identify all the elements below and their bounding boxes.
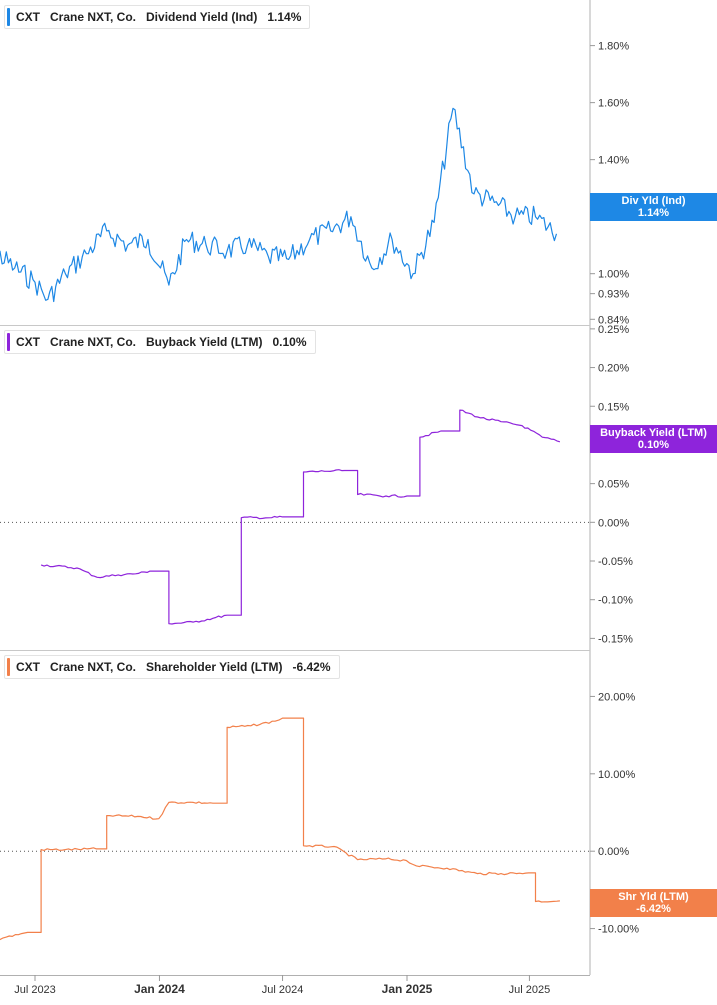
y-tick-label: 0.15%: [598, 401, 629, 413]
series-color-bar: [7, 8, 10, 26]
legend-company: Crane NXT, Co.: [50, 335, 137, 349]
y-tick-label: 20.00%: [598, 691, 636, 703]
x-tick-label: Jan 2025: [382, 982, 433, 996]
y-tick-label: -0.05%: [598, 556, 633, 568]
y-tick-label: 0.84%: [598, 314, 629, 326]
y-tick-label: -0.15%: [598, 633, 633, 645]
legend-value: 0.10%: [272, 335, 307, 349]
y-tick-label: 1.60%: [598, 98, 629, 110]
legend-symbol: CXT: [16, 660, 40, 674]
y-tick-label: 1.80%: [598, 41, 629, 53]
legend-metric: Shareholder Yield (LTM): [146, 660, 283, 674]
legend-metric: Dividend Yield (Ind): [146, 10, 258, 24]
last-value-tag-buyback: Buyback Yield (LTM) 0.10%: [590, 425, 717, 453]
tag-value: -6.42%: [636, 903, 671, 915]
tag-value: 0.10%: [637, 439, 670, 451]
tag-label: Shr Yld (LTM): [618, 891, 689, 903]
series-color-bar: [7, 658, 10, 676]
tag-label: Buyback Yield (LTM): [600, 427, 707, 439]
x-tick-label: Jan 2024: [134, 982, 185, 996]
y-tick-label: 10.00%: [598, 769, 636, 781]
legend-symbol: CXT: [16, 335, 40, 349]
y-tick-label: 1.40%: [598, 155, 629, 167]
legend-shareholder-yield: CXT Crane NXT, Co. Shareholder Yield (LT…: [4, 655, 340, 679]
series-line: [0, 107, 558, 303]
y-tick-label: 0.93%: [598, 289, 629, 301]
legend-symbol: CXT: [16, 10, 40, 24]
legend-value: -6.42%: [292, 660, 331, 674]
y-tick-label: -0.10%: [598, 595, 633, 607]
x-tick-label: Jul 2025: [509, 984, 551, 996]
x-tick-label: Jul 2024: [262, 984, 304, 996]
y-tick-label: 0.00%: [598, 846, 629, 858]
series-line: [0, 717, 560, 941]
tag-label: Div Yld (Ind): [621, 195, 686, 207]
tag-value: 1.14%: [637, 207, 670, 219]
series-color-bar: [7, 333, 10, 351]
y-tick-label: 0.25%: [598, 324, 629, 336]
y-tick-label: 1.00%: [598, 269, 629, 281]
last-value-tag-dividend: Div Yld (Ind) 1.14%: [590, 193, 717, 221]
legend-dividend-yield: CXT Crane NXT, Co. Dividend Yield (Ind) …: [4, 5, 311, 29]
y-tick-label: 0.05%: [598, 479, 629, 491]
y-tick-label: 0.20%: [598, 363, 629, 375]
y-tick-label: 0.00%: [598, 517, 629, 529]
legend-company: Crane NXT, Co.: [50, 10, 137, 24]
legend-buyback-yield: CXT Crane NXT, Co. Buyback Yield (LTM) 0…: [4, 330, 316, 354]
legend-metric: Buyback Yield (LTM): [146, 335, 263, 349]
legend-company: Crane NXT, Co.: [50, 660, 137, 674]
x-tick-label: Jul 2023: [14, 984, 56, 996]
y-tick-label: -10.00%: [598, 924, 639, 936]
last-value-tag-shareholder: Shr Yld (LTM) -6.42%: [590, 889, 717, 917]
legend-value: 1.14%: [267, 10, 302, 24]
series-line: [40, 409, 561, 625]
